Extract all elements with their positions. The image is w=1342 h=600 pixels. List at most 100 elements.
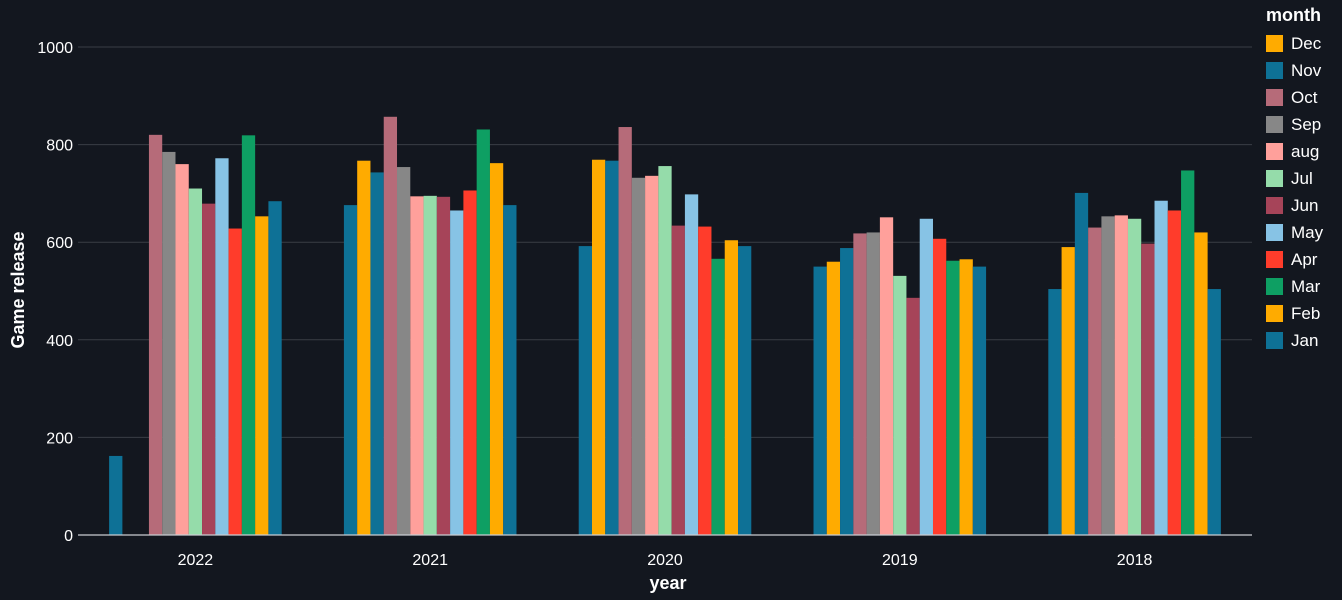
legend-swatch [1266,89,1283,106]
legend-item-jun[interactable]: Jun [1266,192,1342,219]
bar-oct-2018 [1088,227,1102,535]
bar-jul-2019 [893,275,907,535]
legend-item-jul[interactable]: Jul [1266,165,1342,192]
y-tick-label: 0 [64,528,73,545]
legend-label: Jan [1291,330,1319,350]
bar-dec-2018 [1061,247,1075,535]
y-tick-label: 600 [46,235,73,252]
x-tick-label: 2020 [647,552,683,569]
bar-nov-2020 [605,160,619,536]
bar-apr-2021 [463,190,477,536]
bar-feb-2019 [959,259,973,535]
legend-swatch [1266,143,1283,160]
bar-aug-2018 [1114,215,1128,536]
bar-nov-2021 [370,172,384,535]
legend-label: Mar [1291,276,1321,296]
bar-may-2021 [450,210,464,536]
bar-mar-2021 [476,129,490,536]
bar-jan-2022 [268,201,282,535]
y-axis-title: Game release [8,231,28,348]
legend-swatch [1266,197,1283,214]
bar-jan-2021 [343,205,358,535]
legend-label: Jun [1291,195,1319,215]
legend-item-jan[interactable]: Jan [1266,327,1342,354]
bar-feb-2021 [489,163,504,536]
bar-jun-2020 [671,225,685,535]
bar-aug-2021 [410,196,424,535]
bar-jan-2022 [109,455,123,535]
legend-swatch [1266,224,1283,241]
legend-item-mar[interactable]: Mar [1266,273,1342,300]
bar-nov-2019 [840,248,854,535]
legend-item-feb[interactable]: Feb [1266,300,1342,327]
bar-dec-2019 [826,261,841,535]
legend-item-may[interactable]: May [1266,219,1342,246]
bar-mar-2022 [241,135,256,535]
bar-feb-2022 [255,216,269,535]
legend-item-aug[interactable]: aug [1266,138,1342,165]
bar-aug-2020 [645,175,659,535]
legend-item-apr[interactable]: Apr [1266,246,1342,273]
bar-oct-2019 [853,233,867,535]
y-tick-label: 800 [46,138,73,155]
legend-item-dec[interactable]: Dec [1266,30,1342,57]
legend-swatch [1266,170,1283,187]
bar-jul-2020 [658,166,672,535]
legend-label: May [1291,222,1324,242]
bar-jul-2021 [423,195,437,535]
bar-jan-2019 [813,266,827,535]
bar-jul-2022 [188,188,203,535]
legend-label: Sep [1291,114,1322,134]
bar-jun-2018 [1141,243,1155,535]
bar-mar-2019 [946,260,960,535]
legend-label: Oct [1291,87,1318,107]
bar-may-2020 [684,194,699,535]
bar-sep-2022 [162,151,176,536]
y-axis-ticks: 0 200 400 600 800 1000 [37,40,73,545]
legend-label: Apr [1291,249,1318,269]
y-tick-label: 400 [46,333,73,350]
legend-item-nov[interactable]: Nov [1266,57,1342,84]
legend-swatch [1266,35,1283,52]
bar-jan-2020 [578,246,592,535]
bars [109,116,1221,536]
bar-jan-2021 [503,205,517,535]
bar-mar-2020 [711,258,725,535]
bar-apr-2019 [932,238,947,535]
bar-oct-2021 [383,116,398,535]
bar-jun-2021 [436,196,451,536]
legend-swatch [1266,278,1283,295]
bar-mar-2018 [1181,170,1195,536]
bar-dec-2020 [591,159,606,535]
bar-jun-2019 [906,297,920,535]
x-axis-title: year [649,573,686,593]
bar-feb-2018 [1194,232,1208,535]
bar-dec-2021 [357,160,371,536]
legend-item-sep[interactable]: Sep [1266,111,1342,138]
bar-sep-2020 [631,177,646,535]
legend-swatch [1266,251,1283,268]
legend-swatch [1266,116,1283,133]
bar-jul-2018 [1127,218,1142,535]
legend-label: Jul [1291,168,1313,188]
bar-oct-2020 [618,127,632,536]
x-tick-label: 2019 [882,552,918,569]
bar-nov-2018 [1074,192,1089,536]
legend: month Dec Nov Oct Sep aug Jul Jun May Apr Mar Feb J… [1266,4,1342,354]
bar-may-2022 [215,158,229,535]
x-tick-label: 2018 [1117,552,1153,569]
bar-aug-2022 [175,164,189,535]
bar-jun-2022 [202,203,216,535]
x-axis-ticks: 2022 2021 2020 2019 2018 [178,552,1153,569]
legend-label: aug [1291,141,1320,161]
bar-jan-2020 [738,246,752,535]
bar-apr-2022 [228,228,242,535]
legend-item-oct[interactable]: Oct [1266,84,1342,111]
bar-sep-2019 [866,232,880,535]
x-tick-label: 2022 [178,552,214,569]
bar-jan-2019 [972,266,987,535]
y-tick-label: 200 [46,430,73,447]
bar-apr-2020 [698,226,712,536]
legend-swatch [1266,305,1283,322]
